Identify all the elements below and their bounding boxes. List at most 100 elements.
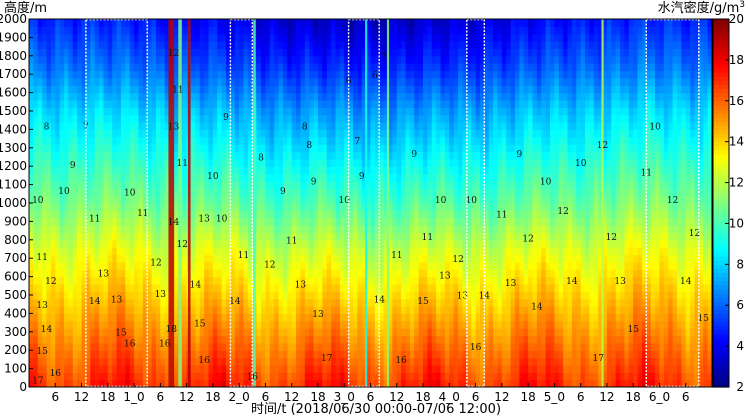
heatmap-cell bbox=[278, 48, 284, 57]
heatmap-cell bbox=[33, 328, 39, 337]
heatmap-cell bbox=[370, 379, 376, 387]
heatmap-cell bbox=[190, 180, 196, 189]
heatmap-cell bbox=[125, 203, 131, 211]
heatmap-cell bbox=[230, 239, 236, 248]
heatmap-cell bbox=[138, 77, 144, 86]
heatmap-cell bbox=[164, 26, 170, 35]
heatmap-cell bbox=[226, 276, 231, 285]
heatmap-cell bbox=[449, 85, 455, 94]
heatmap-cell bbox=[357, 261, 363, 270]
heatmap-cell bbox=[204, 136, 210, 145]
heatmap-cell bbox=[379, 254, 385, 263]
heatmap-cell bbox=[208, 357, 214, 366]
heatmap-cell bbox=[138, 188, 144, 197]
heatmap-cell bbox=[449, 247, 455, 256]
heatmap-cell bbox=[453, 55, 459, 64]
heatmap-cell bbox=[449, 19, 455, 27]
heatmap-cell bbox=[322, 144, 328, 153]
heatmap-cell bbox=[269, 379, 275, 387]
heatmap-cell bbox=[164, 180, 170, 189]
heatmap-cell bbox=[287, 92, 293, 101]
heatmap-cell bbox=[458, 342, 464, 351]
heatmap-cell bbox=[462, 70, 468, 79]
heatmap-cell bbox=[401, 70, 407, 79]
heatmap-cell bbox=[392, 107, 398, 116]
heatmap-cell bbox=[72, 136, 78, 145]
heatmap-cell bbox=[50, 70, 56, 79]
heatmap-cell bbox=[212, 269, 218, 278]
heatmap-cell bbox=[81, 48, 87, 57]
heatmap-cell bbox=[59, 364, 65, 373]
heatmap-cell bbox=[339, 33, 345, 42]
heatmap-cell bbox=[379, 107, 385, 116]
heatmap-cell bbox=[261, 379, 267, 387]
heatmap-cell bbox=[423, 136, 429, 145]
heatmap-cell bbox=[94, 77, 100, 86]
heatmap-cell bbox=[291, 364, 297, 373]
heatmap-cell bbox=[278, 350, 284, 359]
heatmap-cell bbox=[396, 85, 402, 94]
heatmap-cell bbox=[261, 48, 267, 57]
heatmap-cell bbox=[99, 283, 105, 292]
heatmap-cell bbox=[208, 313, 214, 322]
heatmap-cell bbox=[37, 379, 43, 387]
heatmap-cell bbox=[357, 247, 363, 256]
heatmap-cell bbox=[304, 166, 310, 175]
heatmap-cell bbox=[274, 55, 280, 64]
heatmap-cell bbox=[282, 276, 288, 285]
heatmap-cell bbox=[344, 158, 350, 167]
heatmap-cell bbox=[72, 26, 78, 35]
heatmap-cell bbox=[418, 328, 424, 337]
heatmap-cell bbox=[77, 188, 83, 197]
heatmap-cell bbox=[243, 114, 249, 123]
heatmap-cell bbox=[151, 239, 157, 248]
heatmap-cell bbox=[458, 276, 464, 285]
heatmap-cell bbox=[147, 210, 153, 219]
heatmap-cell bbox=[147, 225, 153, 234]
heatmap-cell bbox=[94, 261, 100, 270]
heatmap-cell bbox=[453, 41, 459, 50]
heatmap-cell bbox=[234, 210, 240, 219]
heatmap-cell bbox=[440, 247, 446, 256]
heatmap-cell bbox=[352, 92, 358, 101]
heatmap-cell bbox=[120, 239, 126, 248]
heatmap-cell bbox=[300, 99, 306, 108]
heatmap-cell bbox=[291, 306, 297, 314]
heatmap-cell bbox=[339, 180, 345, 189]
heatmap-cell bbox=[204, 320, 210, 329]
heatmap-cell bbox=[112, 122, 118, 130]
heatmap-cell bbox=[226, 291, 231, 300]
heatmap-cell bbox=[409, 188, 415, 197]
heatmap-cell bbox=[331, 210, 337, 219]
heatmap-cell bbox=[379, 26, 385, 35]
heatmap-cell bbox=[42, 217, 48, 226]
heatmap-cell bbox=[335, 99, 341, 108]
heatmap-cell bbox=[344, 144, 350, 153]
heatmap-cell bbox=[226, 26, 231, 35]
heatmap-cell bbox=[309, 195, 315, 204]
heatmap-cell bbox=[436, 239, 442, 248]
heatmap-cell bbox=[151, 379, 157, 387]
heatmap-cell bbox=[94, 158, 100, 167]
heatmap-cell bbox=[77, 364, 83, 373]
heatmap-cell bbox=[55, 122, 61, 130]
heatmap-cell bbox=[226, 19, 231, 27]
heatmap-cell bbox=[392, 41, 398, 50]
heatmap-cell bbox=[160, 261, 166, 270]
heatmap-cell bbox=[261, 247, 267, 256]
heatmap-cell bbox=[344, 136, 350, 145]
heatmap-cell bbox=[142, 357, 148, 366]
heatmap-cell bbox=[388, 254, 393, 263]
heatmap-cell bbox=[42, 225, 48, 234]
heatmap-cell bbox=[414, 342, 420, 351]
heatmap-cell bbox=[29, 19, 34, 27]
heatmap-cell bbox=[247, 19, 253, 27]
heatmap-cell bbox=[322, 26, 328, 35]
heatmap-cell bbox=[226, 232, 231, 241]
heatmap-cell bbox=[388, 261, 393, 270]
heatmap-cell bbox=[103, 85, 109, 94]
heatmap-cell bbox=[64, 195, 70, 204]
heatmap-cell bbox=[212, 136, 218, 145]
heatmap-cell bbox=[296, 158, 302, 167]
heatmap-cell bbox=[322, 225, 328, 234]
